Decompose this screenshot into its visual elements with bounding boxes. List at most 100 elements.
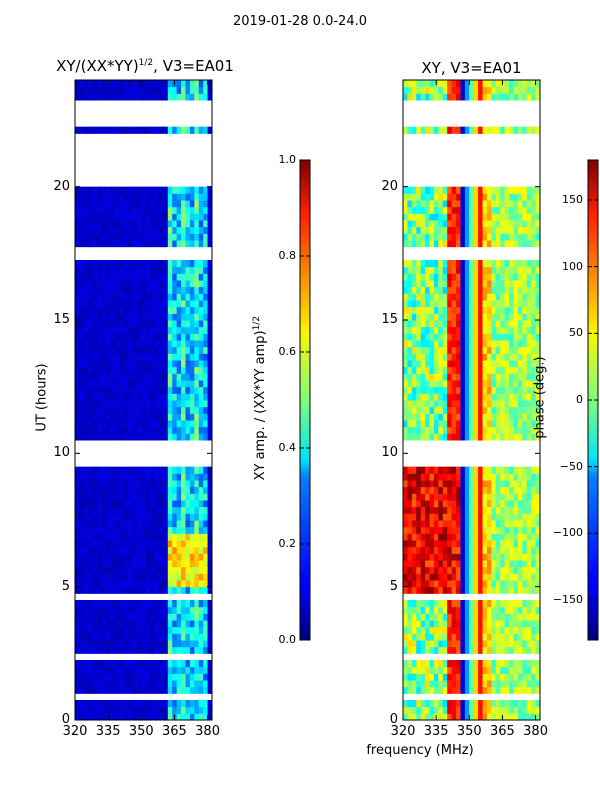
phase-cell (438, 340, 444, 348)
amplitude-cell (198, 600, 204, 608)
phase-cell (522, 206, 528, 214)
phase-cell (504, 606, 510, 614)
phase-cell (438, 513, 444, 521)
phase-cell (478, 433, 484, 441)
amplitude-cell (158, 433, 164, 441)
amplitude-cell (207, 200, 212, 208)
phase-cell (442, 553, 448, 561)
amplitude-cell (132, 680, 138, 688)
phase-cell (416, 533, 422, 541)
amplitude-cell (128, 520, 133, 528)
phase-cell (403, 666, 408, 674)
amplitude-cell (145, 620, 151, 628)
amplitude-cell (119, 233, 125, 241)
amplitude-cell (203, 626, 209, 634)
phase-cell (420, 286, 426, 294)
amplitude-cell (181, 346, 186, 354)
phase-cell (451, 406, 457, 414)
amplitude-cell (189, 533, 195, 541)
amplitude-cell (105, 280, 111, 288)
phase-cell (522, 360, 528, 368)
phase-cell (495, 633, 501, 641)
phase-cell (509, 713, 514, 720)
phase-cell (535, 86, 540, 94)
amplitude-cell (132, 533, 138, 541)
phase-cell (486, 600, 492, 608)
amplitude-cell (154, 393, 160, 401)
amplitude-cell (114, 406, 120, 414)
amplitude-cell (145, 220, 151, 228)
phase-cell (509, 386, 514, 394)
phase-cell (526, 480, 532, 488)
amplitude-cell (207, 393, 212, 401)
amplitude-cell (207, 126, 212, 134)
amplitude-cell (185, 186, 191, 194)
amplitude-cell (114, 660, 120, 668)
amplitude-cell (167, 673, 173, 681)
phase-cell (429, 266, 435, 274)
amplitude-cell (119, 466, 125, 474)
amplitude-cell (132, 686, 138, 694)
phase-cell (486, 420, 492, 428)
phase-cell (469, 273, 475, 281)
amplitude-cell (176, 353, 182, 361)
amplitude-cell (132, 560, 138, 568)
amplitude-cell (189, 240, 195, 248)
phase-cell (469, 240, 475, 248)
amplitude-cell (154, 320, 160, 328)
phase-cell (478, 126, 484, 134)
phase-cell (495, 680, 501, 688)
amplitude-cell (123, 266, 129, 274)
amplitude-cell (167, 413, 173, 421)
phase-cell (433, 666, 439, 674)
phase-cell (522, 553, 528, 561)
phase-cell (535, 80, 540, 88)
amplitude-cell (110, 233, 116, 241)
phase-cell (403, 600, 408, 608)
phase-cell (504, 213, 510, 221)
amplitude-cell (194, 580, 200, 588)
amplitude-cell (163, 193, 169, 201)
amplitude-cell (198, 566, 204, 574)
amplitude-cell (88, 706, 94, 714)
amplitude-cell (185, 560, 191, 568)
amplitude-cell (136, 493, 142, 501)
phase-cell (464, 546, 470, 554)
phase-cell (491, 686, 497, 694)
phase-cell (433, 186, 439, 194)
phase-cell (407, 233, 413, 241)
phase-cell (469, 560, 475, 568)
amplitude-cell (105, 300, 111, 308)
phase-cell (486, 360, 492, 368)
amplitude-cell (185, 606, 191, 614)
amplitude-cell (83, 520, 89, 528)
amplitude-cell (189, 640, 195, 648)
phase-plot-frame (402, 79, 541, 721)
phase-cell (420, 213, 426, 221)
amplitude-cell (158, 360, 164, 368)
phase-cell (513, 666, 519, 674)
phase-cell (433, 493, 439, 501)
amplitude-cell (88, 473, 94, 481)
phase-cell (420, 573, 426, 581)
amplitude-cell (88, 273, 94, 281)
phase-cell (438, 266, 444, 274)
phase-cell (438, 393, 444, 401)
phase-cell (403, 233, 408, 241)
phase-cell (478, 213, 484, 221)
phase-cell (486, 126, 492, 134)
phase-cell (451, 466, 457, 474)
phase-cell (411, 633, 417, 641)
phase-cell (500, 673, 506, 681)
phase-cell (495, 280, 501, 288)
phase-cell (456, 240, 461, 248)
amplitude-cell (167, 406, 173, 414)
phase-cell (416, 186, 422, 194)
phase-cell (473, 640, 479, 648)
phase-cell (438, 466, 444, 474)
amplitude-cell (92, 93, 98, 101)
amplitude-cell (167, 680, 173, 688)
amplitude-cell (203, 306, 209, 314)
phase-cell (464, 673, 470, 681)
amplitude-cell (194, 506, 200, 514)
